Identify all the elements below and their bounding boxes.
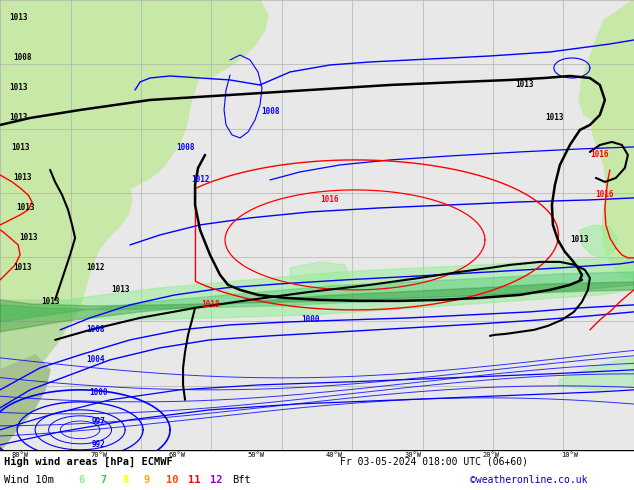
Text: 1013: 1013 <box>515 80 534 90</box>
Text: 11: 11 <box>188 475 200 485</box>
Text: Wind 10m: Wind 10m <box>4 475 54 485</box>
Text: 1012: 1012 <box>86 264 105 272</box>
Text: 1016: 1016 <box>595 191 614 199</box>
Text: 1008: 1008 <box>86 325 105 334</box>
Polygon shape <box>0 258 634 320</box>
Text: 1013: 1013 <box>13 173 31 182</box>
Text: 1013: 1013 <box>111 285 129 294</box>
Text: 1013: 1013 <box>546 114 564 122</box>
Polygon shape <box>580 225 618 258</box>
Text: 1013: 1013 <box>9 14 27 23</box>
Text: 1008: 1008 <box>261 107 279 117</box>
Polygon shape <box>85 0 235 188</box>
Text: 60°W: 60°W <box>169 452 186 458</box>
Text: 50°W: 50°W <box>247 452 264 458</box>
Text: 80°W: 80°W <box>11 452 29 458</box>
Text: 10°W: 10°W <box>562 452 578 458</box>
Text: 6: 6 <box>78 475 84 485</box>
Polygon shape <box>0 450 634 490</box>
Text: 12: 12 <box>210 475 223 485</box>
Text: 1016: 1016 <box>321 196 339 204</box>
Text: 70°W: 70°W <box>90 452 107 458</box>
Text: 1013: 1013 <box>571 235 589 245</box>
Text: 1008: 1008 <box>13 53 31 63</box>
Text: 1013: 1013 <box>9 114 27 122</box>
Polygon shape <box>0 0 634 450</box>
Text: 1013: 1013 <box>19 233 37 243</box>
Text: 1013: 1013 <box>13 264 31 272</box>
Text: 20°W: 20°W <box>483 452 500 458</box>
Text: 992: 992 <box>91 441 105 449</box>
Text: 7: 7 <box>100 475 107 485</box>
Polygon shape <box>290 262 350 285</box>
Text: 1016: 1016 <box>591 150 609 159</box>
Polygon shape <box>579 0 634 130</box>
Text: 40°W: 40°W <box>326 452 343 458</box>
Polygon shape <box>0 300 82 450</box>
Text: 30°W: 30°W <box>404 452 422 458</box>
Polygon shape <box>0 0 135 450</box>
Text: 9: 9 <box>144 475 150 485</box>
Text: 1012: 1012 <box>191 175 209 184</box>
Text: Bft: Bft <box>232 475 251 485</box>
Text: 1004: 1004 <box>86 355 105 365</box>
Text: 1013: 1013 <box>9 83 27 93</box>
Text: High wind areas [hPa] ECMWF: High wind areas [hPa] ECMWF <box>4 457 172 467</box>
Polygon shape <box>592 118 634 280</box>
Text: 10: 10 <box>166 475 179 485</box>
Polygon shape <box>0 282 634 332</box>
Polygon shape <box>558 358 634 390</box>
Polygon shape <box>0 272 634 322</box>
Text: 1013: 1013 <box>11 144 29 152</box>
Text: 8: 8 <box>122 475 128 485</box>
Text: 997: 997 <box>91 417 105 426</box>
Text: ©weatheronline.co.uk: ©weatheronline.co.uk <box>470 475 588 485</box>
Polygon shape <box>0 355 50 450</box>
Text: 1013: 1013 <box>41 297 60 306</box>
Polygon shape <box>185 0 268 78</box>
Text: 1000: 1000 <box>301 316 320 324</box>
Text: Fr 03-05-2024 018:00 UTC (06+60): Fr 03-05-2024 018:00 UTC (06+60) <box>340 457 528 467</box>
Text: 1000: 1000 <box>89 389 107 397</box>
Text: 1008: 1008 <box>176 144 194 152</box>
Text: 1013: 1013 <box>16 203 34 213</box>
Text: 1018: 1018 <box>201 300 219 309</box>
